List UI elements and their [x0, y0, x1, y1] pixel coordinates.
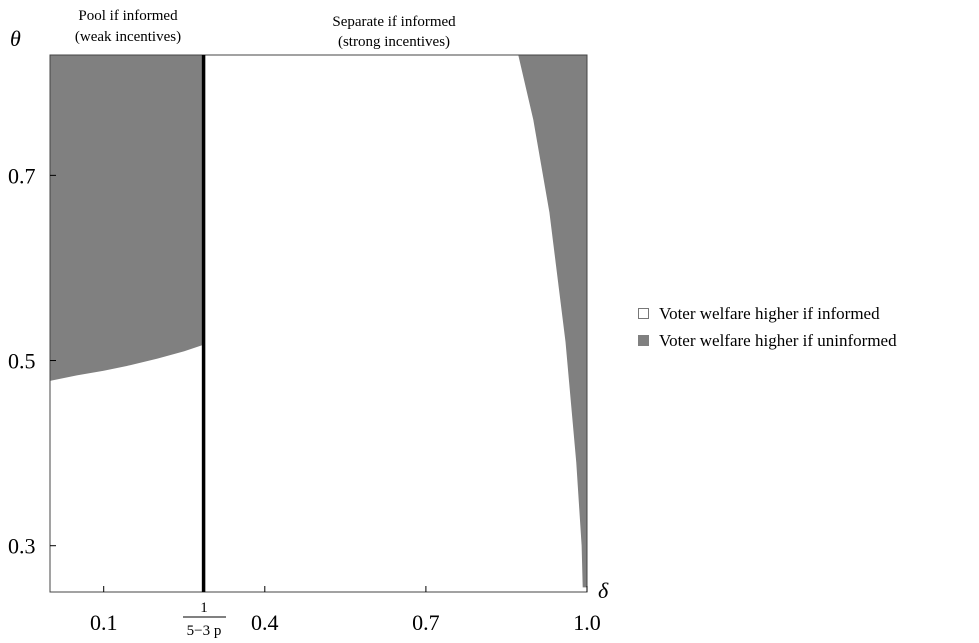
y-tick-label: 0.7: [8, 163, 36, 188]
legend-label-uninformed: Voter welfare higher if uninformed: [659, 330, 897, 350]
x-tick-label: 1.0: [573, 610, 601, 635]
x-axis-ticks: 0.1 0.4 0.7 1.0: [90, 586, 601, 635]
threshold-label-numerator: 1: [200, 600, 208, 616]
x-tick-label: 0.1: [90, 610, 118, 635]
region-label-right-line2: (strong incentives): [338, 34, 450, 50]
region-label-left-line1: Pool if informed: [78, 8, 178, 24]
x-tick-label: 0.4: [251, 610, 279, 635]
region-label-left-line2: (weak incentives): [75, 29, 181, 45]
legend-label-informed: Voter welfare higher if informed: [659, 303, 880, 323]
shaded-regions: [50, 55, 587, 588]
region-uninformed-right: [518, 55, 587, 588]
plot-frame: [49, 54, 588, 593]
legend-swatch-informed: [638, 308, 649, 319]
x-tick-label: 0.7: [412, 610, 440, 635]
x-axis-label: δ: [598, 578, 609, 603]
legend-swatch-uninformed: [638, 335, 649, 346]
y-tick-label: 0.5: [8, 349, 36, 374]
y-axis-label: θ: [10, 26, 21, 51]
legend-item-uninformed: Voter welfare higher if uninformed: [638, 327, 897, 354]
y-tick-label: 0.3: [8, 534, 36, 559]
legend: Voter welfare higher if informed Voter w…: [638, 300, 897, 354]
legend-item-informed: Voter welfare higher if informed: [638, 300, 897, 327]
region-uninformed-left: [50, 55, 204, 381]
y-axis-ticks: 0.3 0.5 0.7: [8, 163, 56, 559]
region-label-right-line1: Separate if informed: [332, 14, 456, 30]
threshold-label-denominator: 5−3 p: [187, 623, 222, 639]
